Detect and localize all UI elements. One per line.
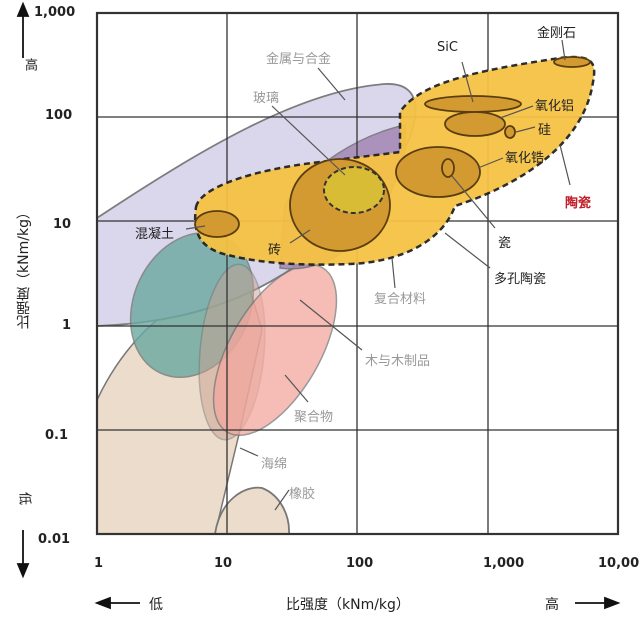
y-axis-low: 低 [19, 489, 32, 504]
label-metals: 金属与合金 [266, 52, 332, 67]
x-tick: 10,00 [598, 556, 640, 571]
label-wood: 木与木制品 [365, 354, 431, 369]
glass-ellipse [323, 166, 385, 214]
leader-lines [185, 39, 571, 511]
sic-ellipse [424, 95, 522, 113]
y-tick: 1 [62, 318, 72, 333]
label-concrete: 混凝土 [135, 227, 175, 242]
porcelain-ellipse [441, 158, 455, 178]
label-rubber: 橡胶 [289, 487, 316, 502]
label-polymers: 聚合物 [294, 410, 334, 425]
y-tick: 100 [45, 108, 73, 123]
zirconia-ellipse [395, 146, 481, 198]
label-silicon: 硅 [538, 123, 552, 138]
y-axis-high: 高 [22, 58, 37, 71]
label-composites: 复合材料 [374, 292, 427, 307]
rubber-region [213, 486, 290, 535]
x-tick: 1,000 [483, 556, 525, 571]
diamond-ellipse [553, 56, 591, 68]
silicon-ellipse [504, 125, 516, 139]
y-tick: 0.01 [38, 532, 71, 547]
y-tick: 1,000 [34, 5, 76, 20]
alumina-ellipse [444, 111, 506, 137]
label-alumina: 氧化铝 [535, 99, 575, 114]
label-diamond: 金刚石 [537, 26, 577, 41]
x-tick: 1 [94, 556, 104, 571]
y-tick: 0.1 [45, 428, 69, 443]
label-glass: 玻璃 [253, 91, 280, 106]
label-brick: 砖 [268, 243, 282, 258]
label-zirconia: 氧化锆 [505, 151, 545, 166]
label-ceramics: 陶瓷 [565, 196, 592, 211]
label-porous-ceramics: 多孔陶瓷 [494, 272, 547, 287]
y-tick: 10 [53, 217, 72, 232]
x-tick: 10 [214, 556, 233, 571]
label-porcelain: 瓷 [498, 236, 512, 251]
label-foams: 海绵 [261, 457, 288, 472]
x-axis-low: 低 [149, 597, 163, 613]
x-axis-title: 比强度（kNm/kg） [286, 597, 410, 613]
x-axis-high: 高 [545, 597, 559, 613]
x-tick: 100 [346, 556, 374, 571]
label-sic: SiC [437, 40, 458, 55]
y-axis-title: 比强度（kNm/kg） [16, 205, 32, 329]
concrete-ellipse [194, 210, 240, 238]
axis-arrows [16, 1, 621, 610]
